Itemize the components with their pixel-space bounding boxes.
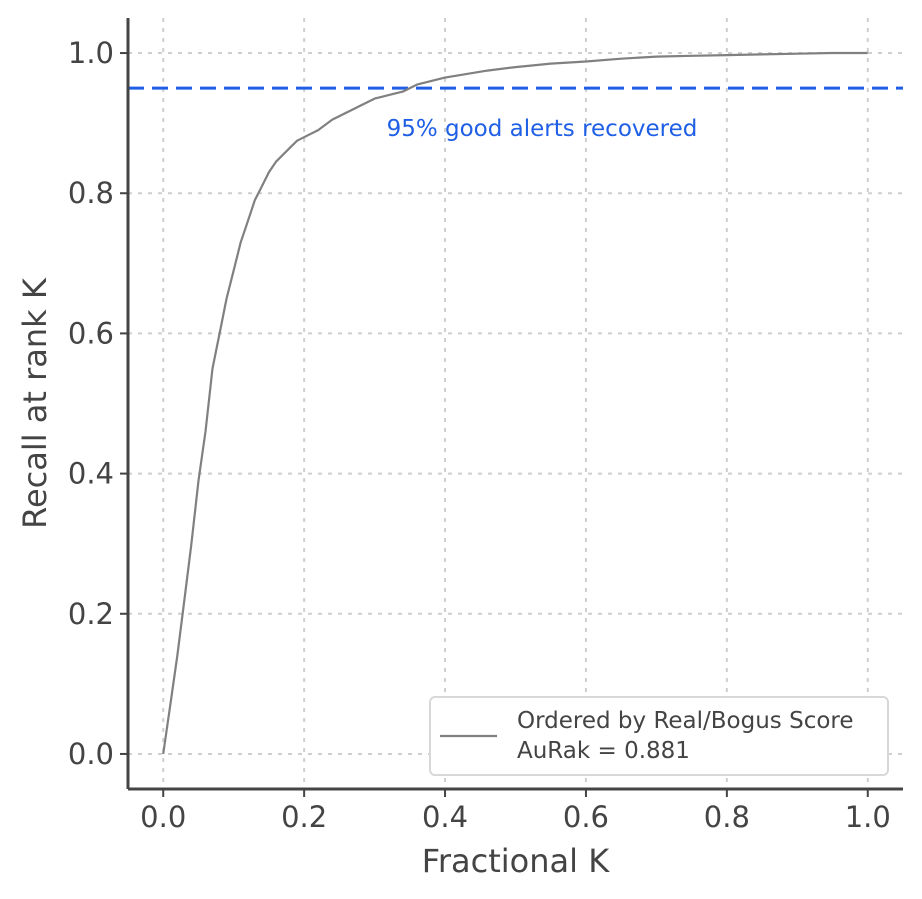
series-line-0 bbox=[162, 51, 868, 755]
y-axis-title: Recall at rank K bbox=[16, 277, 54, 529]
reference-line-label: 95% good alerts recovered bbox=[387, 116, 698, 142]
y-tick-label-0: 0.0 bbox=[68, 737, 114, 771]
ticks: 0.0 0.2 0.4 0.6 0.8 1.0 0.0 0.2 0.4 0.6 0.8 1.0 bbox=[68, 36, 891, 834]
legend: Ordered by Real/Bogus Score AuRak = 0.88… bbox=[429, 696, 889, 776]
x-tick-label-2: 0.4 bbox=[422, 800, 468, 834]
x-axis-title: Fractional K bbox=[422, 842, 610, 880]
legend-box bbox=[429, 696, 889, 776]
axes bbox=[126, 18, 903, 791]
y-tick-label-4: 0.8 bbox=[68, 176, 114, 210]
y-tick-label-3: 0.6 bbox=[68, 316, 114, 350]
y-tick-label-2: 0.4 bbox=[68, 457, 114, 491]
series-group bbox=[162, 51, 868, 755]
x-tick-label-0: 0.0 bbox=[140, 800, 186, 834]
y-tick-label-5: 1.0 bbox=[68, 36, 114, 70]
x-tick-label-4: 0.8 bbox=[704, 800, 750, 834]
legend-series-label: Ordered by Real/Bogus Score bbox=[517, 708, 854, 734]
legend-aurak-label: AuRak = 0.881 bbox=[517, 738, 690, 764]
y-tick-label-1: 0.2 bbox=[68, 597, 114, 631]
x-tick-label-5: 1.0 bbox=[845, 800, 891, 834]
x-tick-label-1: 0.2 bbox=[281, 800, 327, 834]
grid bbox=[128, 18, 903, 789]
x-tick-label-3: 0.6 bbox=[563, 800, 609, 834]
